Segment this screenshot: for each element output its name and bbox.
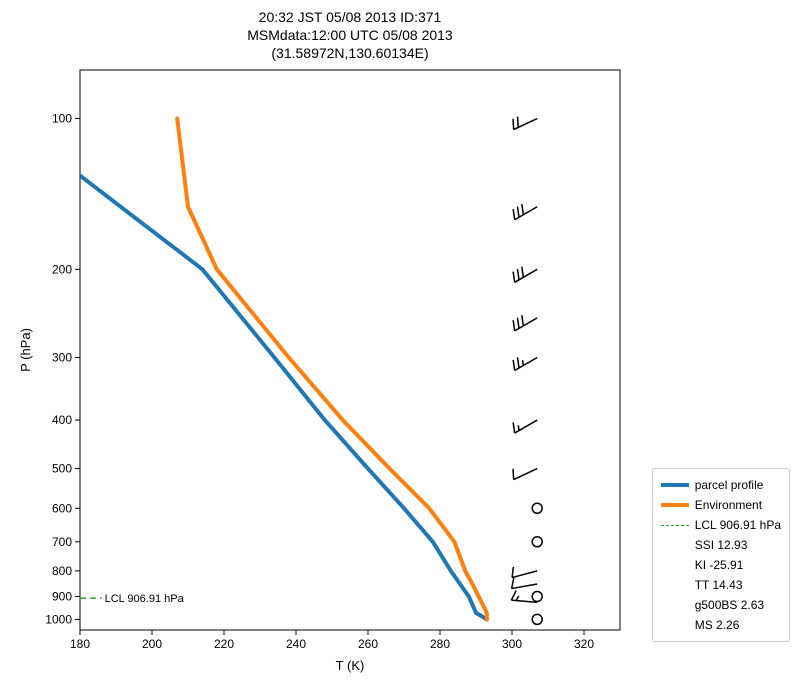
- legend-item: KI -25.91: [661, 555, 781, 575]
- legend-item: parcel profile: [661, 475, 781, 495]
- x-axis-label: T (K): [336, 658, 365, 673]
- legend-item: TT 14.43: [661, 575, 781, 595]
- y-axis-label: P (hPa): [18, 328, 33, 372]
- svg-text:700: 700: [52, 535, 72, 549]
- svg-text:1000: 1000: [45, 612, 72, 626]
- svg-text:600: 600: [52, 501, 72, 515]
- wind-barb: [532, 591, 542, 601]
- svg-text:100: 100: [52, 112, 72, 126]
- wind-barb: [510, 411, 538, 433]
- wind-barb: [510, 309, 538, 331]
- skewt-chart: 180 200 220 240 260 280 300 320 100 200 300 400 500 6…: [0, 0, 800, 700]
- title-line-1: 20:32 JST 05/08 2013 ID:371: [259, 9, 442, 25]
- wind-barb: [532, 537, 542, 547]
- svg-text:200: 200: [142, 637, 162, 651]
- wind-barb: [509, 460, 537, 480]
- svg-text:240: 240: [286, 637, 306, 651]
- legend-item: MS 2.26: [661, 615, 781, 635]
- title-line-3: (31.58972N,130.60134E): [271, 45, 428, 61]
- svg-text:220: 220: [214, 637, 234, 651]
- svg-text:260: 260: [358, 637, 378, 651]
- legend: parcel profileEnvironmentLCL 906.91 hPaS…: [652, 468, 790, 642]
- wind-barb: [532, 503, 542, 513]
- legend-item: g500BS 2.63: [661, 595, 781, 615]
- parcel-profile-line: [80, 176, 487, 620]
- svg-text:500: 500: [52, 462, 72, 476]
- svg-text:300: 300: [502, 637, 522, 651]
- title-line-2: MSMdata:12:00 UTC 05/08 2013: [247, 27, 453, 43]
- wind-barb: [532, 614, 542, 624]
- svg-text:320: 320: [574, 637, 594, 651]
- wind-barb: [510, 198, 538, 220]
- svg-text:300: 300: [52, 351, 72, 365]
- svg-text:400: 400: [52, 413, 72, 427]
- svg-text:180: 180: [70, 637, 90, 651]
- svg-text:900: 900: [52, 589, 72, 603]
- legend-item: LCL 906.91 hPa: [661, 515, 781, 535]
- legend-item: Environment: [661, 495, 781, 515]
- svg-text:800: 800: [52, 564, 72, 578]
- wind-barb: [510, 261, 538, 283]
- svg-text:280: 280: [430, 637, 450, 651]
- environment-line: [177, 119, 487, 620]
- lcl-label: LCL 906.91 hPa: [105, 593, 185, 605]
- legend-item: SSI 12.93: [661, 535, 781, 555]
- wind-barb: [509, 109, 537, 129]
- wind-barb: [509, 561, 537, 577]
- svg-text:200: 200: [52, 262, 72, 276]
- wind-barb: [510, 349, 538, 371]
